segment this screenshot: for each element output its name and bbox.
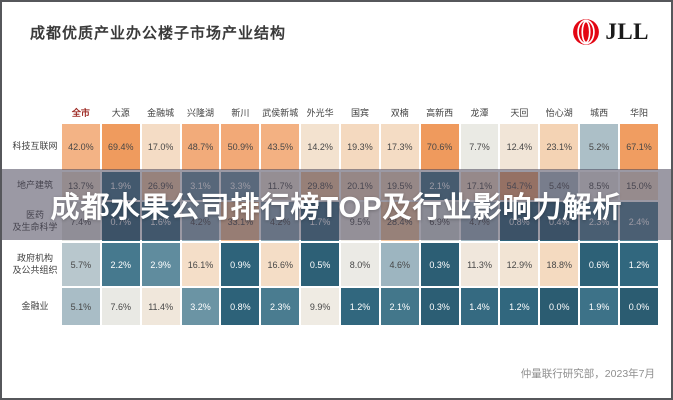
jll-logo-text: JLL	[605, 19, 649, 44]
heatmap-cell: 17.3%	[380, 124, 419, 170]
heatmap-cell: 11.4%	[141, 288, 180, 325]
heatmap-row: 政府机构 及公共组织 5.7% 2.2% 2.9% 16.1% 0.9% 16.6% 0.5%…	[10, 243, 658, 286]
heatmap-cell: 3.2%	[181, 288, 220, 325]
column-header: 金融城	[147, 107, 175, 118]
heatmap-cell: 2.9%	[141, 243, 180, 286]
heatmap-cell: 1.9%	[580, 288, 619, 325]
column-header: 龙潭	[470, 107, 489, 118]
heatmap-cell: 12.4%	[500, 124, 539, 170]
heatmap-cell: 16.1%	[181, 243, 220, 286]
heatmap-cell: 5.1%	[62, 288, 100, 325]
row-label: 科技互联网	[12, 141, 58, 152]
heatmap-cell: 5.7%	[62, 243, 100, 286]
column-header: 武侯新城	[262, 107, 299, 118]
heatmap-cell: 19.3%	[341, 124, 379, 170]
heatmap-cell: 2.1%	[380, 288, 419, 325]
jll-logo: JLL	[571, 17, 649, 47]
heatmap-cell: 12.9%	[500, 243, 539, 286]
overlay-text: 成都水果公司排行榜TOP及行业影响力解析	[50, 191, 623, 224]
heatmap-cell: 42.0%	[62, 124, 100, 170]
heatmap-cell: 16.6%	[261, 243, 300, 286]
heatmap-cell: 7.6%	[101, 288, 140, 325]
jll-logo-icon	[571, 17, 601, 47]
column-header: 新川	[231, 107, 250, 118]
heatmap-cell: 0.9%	[221, 243, 260, 286]
heatmap-cell: 0.0%	[620, 288, 658, 325]
heatmap-cell: 70.6%	[420, 124, 459, 170]
column-header: 城西	[590, 107, 609, 118]
heatmap-cell: 69.4%	[101, 124, 140, 170]
heatmap-cell: 1.2%	[620, 243, 658, 286]
heatmap-row: 金融业 5.1% 7.6% 11.4% 3.2% 0.8% 2.3% 9.9% 1.2% 2.1%…	[10, 288, 658, 325]
column-header: 怡心湖	[545, 107, 573, 118]
row-label: 政府机构 及公共组织	[12, 253, 58, 275]
column-header: 外光华	[306, 107, 334, 118]
column-header: 双楠	[390, 107, 409, 118]
column-header: 大源	[111, 107, 130, 118]
heatmap-cell: 4.6%	[380, 243, 419, 286]
column-header: 兴隆湖	[187, 107, 215, 118]
column-header: 天回	[510, 107, 529, 118]
source-note: 仲量联行研究部，2023年7月	[520, 368, 655, 380]
heatmap-row: 科技互联网 42.0% 69.4% 17.0% 48.7% 50.9% 43.5% 14.2%…	[10, 124, 658, 170]
heatmap-cell: 48.7%	[181, 124, 220, 170]
heatmap-cell: 23.1%	[540, 124, 579, 170]
heatmap-cell: 43.5%	[261, 124, 300, 170]
heatmap-cell: 1.4%	[460, 288, 499, 325]
heatmap-cell: 2.2%	[101, 243, 140, 286]
heatmap-cell: 1.2%	[341, 288, 379, 325]
heatmap-cell: 17.0%	[141, 124, 180, 170]
page-title: 成都优质产业办公楼子市场产业结构	[30, 25, 287, 42]
heatmap-header-row: 全市 大源 金融城 兴隆湖 新川 武侯新城 外光华 国宾 双楠 高新西 龙潭 天回 怡心湖 城西 华阳	[10, 102, 658, 122]
column-header: 全市	[71, 107, 90, 118]
heatmap-cell: 0.8%	[221, 288, 260, 325]
heatmap-cell: 11.3%	[460, 243, 499, 286]
heatmap-cell: 0.3%	[420, 243, 459, 286]
heatmap-cell: 0.5%	[301, 243, 340, 286]
heatmap-cell: 5.2%	[580, 124, 619, 170]
column-header: 国宾	[350, 107, 369, 118]
heatmap-cell: 0.0%	[540, 288, 579, 325]
heatmap-cell: 7.7%	[460, 124, 499, 170]
row-label: 金融业	[21, 300, 49, 311]
column-header: 高新西	[426, 107, 454, 118]
column-header: 华阳	[629, 107, 648, 118]
heatmap-cell: 2.3%	[261, 288, 300, 325]
overlay-banner: 成都水果公司排行榜TOP及行业影响力解析	[2, 169, 671, 240]
heatmap-cell: 14.2%	[301, 124, 340, 170]
heatmap-cell: 0.6%	[580, 243, 619, 286]
heatmap-cell: 18.8%	[540, 243, 579, 286]
heatmap-cell: 67.1%	[620, 124, 658, 170]
heatmap-cell: 9.9%	[301, 288, 340, 325]
heatmap-cell: 8.0%	[341, 243, 379, 286]
heatmap-cell: 1.2%	[500, 288, 539, 325]
heatmap-cell: 0.3%	[420, 288, 459, 325]
heatmap-cell: 50.9%	[221, 124, 260, 170]
